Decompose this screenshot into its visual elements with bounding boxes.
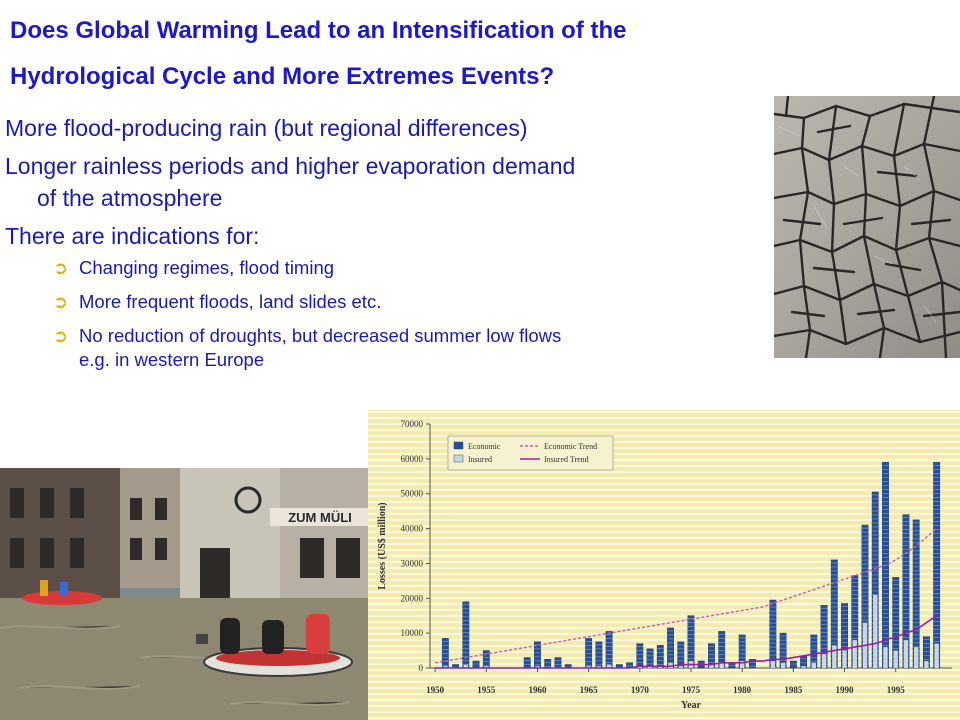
slide-title: Does Global Warming Lead to an Intensifi… bbox=[10, 8, 860, 100]
economic-bar bbox=[769, 599, 777, 669]
economic-bar bbox=[523, 657, 531, 669]
insured-bar bbox=[586, 666, 591, 668]
insured-bar bbox=[801, 666, 806, 668]
bullet-text: More flood-producing rain (but regional … bbox=[5, 115, 528, 141]
y-axis-label: Losses (US$ million) bbox=[377, 502, 388, 589]
cracked-earth-photo bbox=[774, 96, 960, 358]
economic-bar bbox=[800, 655, 808, 669]
economic-bar bbox=[595, 641, 603, 669]
insured-bar bbox=[637, 666, 642, 668]
x-tick-label: 1990 bbox=[836, 685, 855, 695]
economic-bar bbox=[544, 659, 552, 669]
x-tick-label: 1970 bbox=[631, 685, 650, 695]
insured-bar bbox=[770, 661, 776, 668]
flooded-street-photo: ZUM MÜLI bbox=[0, 468, 372, 720]
insured-bar bbox=[832, 645, 837, 668]
sub-bullet-item: ➲ More frequent floods, land slides etc. bbox=[5, 290, 785, 314]
insured-bar bbox=[740, 661, 745, 668]
insured-bar bbox=[852, 640, 857, 668]
insured-bar bbox=[709, 664, 714, 668]
insured-bar bbox=[463, 664, 468, 668]
y-tick-label: 60000 bbox=[401, 454, 424, 464]
insured-trend-line bbox=[435, 615, 938, 669]
legend-economic-label: Economic bbox=[468, 442, 501, 451]
y-tick-label: 10000 bbox=[401, 628, 424, 638]
sub-bullet-item: ➲ Changing regimes, flood timing bbox=[5, 256, 785, 280]
economic-bar bbox=[687, 615, 695, 669]
insured-bar bbox=[606, 664, 612, 668]
arrow-bullet-icon: ➲ bbox=[53, 292, 69, 312]
insured-bar bbox=[924, 661, 929, 668]
insured-bar bbox=[811, 662, 816, 668]
x-tick-label: 1975 bbox=[682, 685, 701, 695]
legend-insured-swatch bbox=[453, 454, 464, 463]
bullet-text: Longer rainless periods and higher evapo… bbox=[5, 153, 576, 179]
insured-bar bbox=[719, 662, 724, 668]
bullet-continuation: of the atmosphere bbox=[37, 185, 223, 211]
insured-bar bbox=[658, 666, 663, 668]
economic-bar bbox=[748, 659, 756, 669]
bullet-text: There are indications for: bbox=[5, 223, 260, 249]
legend-box bbox=[447, 435, 614, 471]
sub-bullet-item: ➲ No reduction of droughts, but decrease… bbox=[5, 324, 785, 372]
sub-bullet-text: No reduction of droughts, but decreased … bbox=[79, 325, 562, 346]
insured-bar bbox=[873, 594, 878, 668]
legend-insured-trend-label: Insured Trend bbox=[544, 455, 589, 464]
x-axis-label: Year bbox=[681, 700, 702, 711]
y-tick-label: 0 bbox=[419, 663, 424, 673]
insured-bar bbox=[484, 666, 489, 668]
y-tick-label: 30000 bbox=[401, 558, 424, 568]
x-tick-label: 1965 bbox=[580, 685, 599, 695]
sub-bullet-text: More frequent floods, land slides etc. bbox=[79, 291, 382, 312]
insured-bar bbox=[903, 640, 909, 668]
x-tick-label: 1980 bbox=[733, 685, 752, 695]
legend-economic-trend-label: Economic Trend bbox=[544, 442, 597, 451]
bullet-item: Longer rainless periods and higher evapo… bbox=[5, 150, 785, 214]
bullet-list: More flood-producing rain (but regional … bbox=[5, 112, 785, 382]
legend-economic-swatch bbox=[453, 441, 464, 450]
insured-bar bbox=[443, 666, 448, 668]
insured-bar bbox=[842, 650, 847, 668]
economic-bar bbox=[912, 519, 920, 669]
insured-bar bbox=[893, 650, 898, 668]
y-tick-label: 40000 bbox=[401, 524, 424, 534]
bullet-item: More flood-producing rain (but regional … bbox=[5, 112, 785, 144]
x-tick-label: 1960 bbox=[528, 685, 547, 695]
economic-bar bbox=[667, 627, 674, 669]
economic-bar bbox=[554, 657, 562, 669]
x-tick-label: 1950 bbox=[426, 685, 445, 695]
losses-bar-chart: 0 10000 20000 30000 40000 50000 60000 70000 1950… bbox=[368, 410, 960, 720]
insured-bar bbox=[668, 662, 673, 668]
title-line-1: Does Global Warming Lead to an Intensifi… bbox=[10, 17, 627, 44]
insured-bar bbox=[821, 654, 827, 668]
sub-bullet-continuation: e.g. in western Europe bbox=[79, 349, 265, 370]
economic-bar bbox=[472, 660, 480, 669]
x-tick-label: 1985 bbox=[784, 685, 803, 695]
insured-bar bbox=[780, 662, 786, 668]
x-tick-label: 1995 bbox=[887, 685, 906, 695]
insured-bar bbox=[647, 666, 653, 668]
sub-bullet-text: Changing regimes, flood timing bbox=[79, 257, 335, 278]
legend-insured-label: Insured bbox=[468, 455, 492, 464]
insured-bar bbox=[914, 647, 919, 668]
bullet-item: There are indications for: bbox=[5, 220, 785, 252]
flood-sign-text: ZUM MÜLI bbox=[288, 510, 352, 525]
title-line-2: Hydrological Cycle and More Extremes Eve… bbox=[10, 63, 555, 90]
y-tick-label: 70000 bbox=[401, 419, 424, 429]
economic-trend-line bbox=[435, 528, 938, 664]
y-tick-label: 20000 bbox=[401, 593, 424, 603]
y-tick-label: 50000 bbox=[401, 489, 424, 499]
insured-bar bbox=[883, 647, 888, 668]
insured-bar bbox=[596, 666, 602, 668]
insured-bar bbox=[678, 666, 683, 668]
insured-bar bbox=[934, 643, 939, 668]
arrow-bullet-icon: ➲ bbox=[53, 326, 69, 346]
economic-bar bbox=[789, 660, 797, 669]
x-tick-label: 1955 bbox=[477, 685, 496, 695]
economic-bar bbox=[636, 643, 644, 669]
arrow-bullet-icon: ➲ bbox=[53, 258, 69, 278]
insured-bar bbox=[535, 666, 540, 668]
